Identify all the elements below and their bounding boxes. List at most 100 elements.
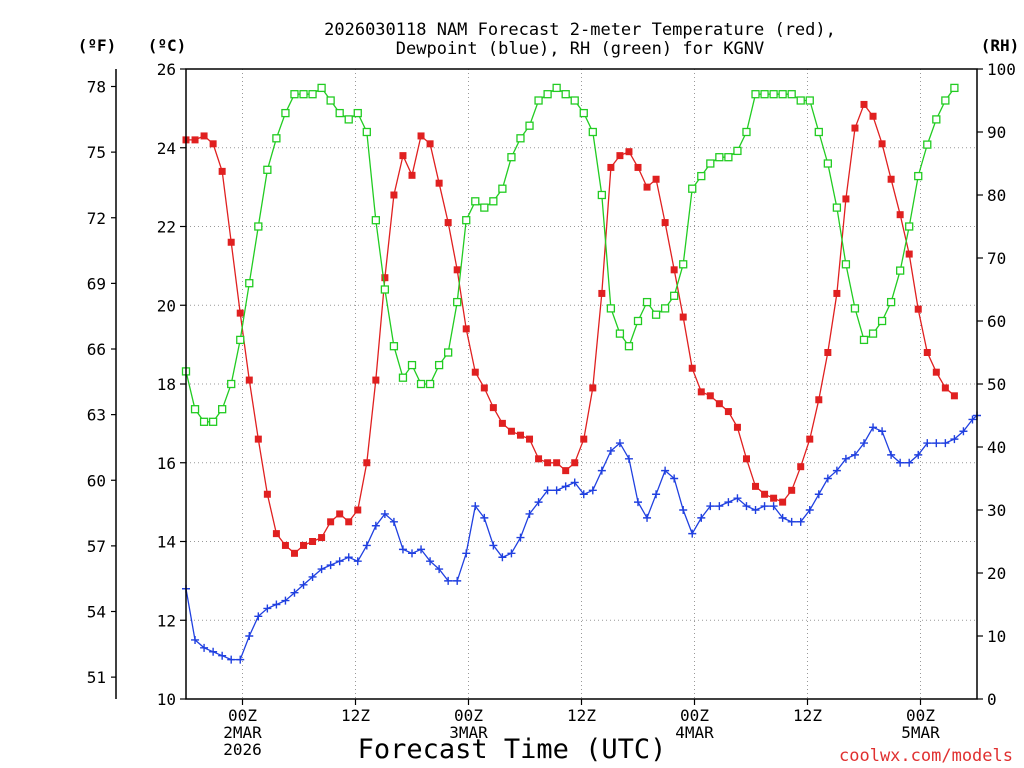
temperature-point <box>417 132 425 140</box>
rh-point <box>579 108 588 118</box>
dewpoint-point <box>769 502 778 511</box>
dewpoint-point <box>435 565 444 574</box>
rh-point <box>796 96 805 105</box>
dewpoint-point <box>317 565 326 574</box>
dewpoint-point <box>959 427 968 436</box>
temperature-point <box>878 140 886 148</box>
x-tick-label: 00Z <box>454 706 483 725</box>
dewpoint-point <box>444 576 453 585</box>
fahrenheit-tick-label: 75 <box>87 143 106 162</box>
credit-link[interactable]: coolwx.com/models <box>839 746 1013 766</box>
temperature-point <box>806 435 814 443</box>
dewpoint-point <box>561 482 570 491</box>
dewpoint-point <box>272 600 281 609</box>
dewpoint-point <box>932 439 941 448</box>
temperature-point <box>742 455 750 463</box>
fahrenheit-tick-label: 57 <box>87 537 106 556</box>
rh-point <box>642 297 652 307</box>
celsius-tick-label: 14 <box>157 533 176 552</box>
dewpoint-point <box>218 651 227 660</box>
dewpoint-point <box>471 502 480 511</box>
rh-point <box>353 108 362 118</box>
temperature-point <box>679 313 687 321</box>
rh-point <box>733 146 742 156</box>
temperature-point <box>227 238 235 246</box>
celsius-tick-label: 26 <box>157 60 176 79</box>
rh-point <box>570 96 579 105</box>
dewpoint-point <box>941 439 950 448</box>
dewpoint-point <box>706 502 715 511</box>
dewpoint-point <box>742 502 751 511</box>
temperature-point <box>779 498 787 506</box>
dewpoint-point <box>534 498 543 507</box>
temperature-point <box>616 152 624 160</box>
temperature-point <box>200 132 208 140</box>
dewpoint-point <box>389 517 398 526</box>
temperature-point <box>399 152 407 160</box>
temperature-point <box>480 384 488 392</box>
dewpoint-point <box>841 454 850 463</box>
temperature-point <box>733 423 741 431</box>
temperature-point <box>381 274 389 282</box>
dewpoint-point <box>679 506 688 514</box>
dewpoint-point <box>516 533 525 542</box>
rh-unit-label: (RH) <box>981 36 1020 55</box>
temperature-point <box>761 490 769 498</box>
temperature-point <box>905 250 913 258</box>
dewpoint-point <box>191 635 200 644</box>
rh-point <box>371 216 380 225</box>
rh-point <box>896 266 905 275</box>
fahrenheit-tick-label: 78 <box>87 78 106 97</box>
dewpoint-point <box>887 450 896 459</box>
temperature-point <box>580 435 588 443</box>
rh-point <box>208 417 218 426</box>
temperature-point <box>254 435 262 443</box>
x-tick-label: 4MAR <box>675 723 714 742</box>
dewpoint-point <box>823 474 832 483</box>
rh-point <box>272 134 281 143</box>
rh-point <box>471 197 480 206</box>
temperature-point <box>670 266 678 274</box>
dewpoint-point <box>796 517 805 526</box>
temperature-point <box>471 368 479 376</box>
temperature-point <box>562 467 570 475</box>
dewpoint-point <box>498 553 507 562</box>
fahrenheit-tick-label: 54 <box>87 603 106 622</box>
rh-point <box>823 159 832 168</box>
rh-point <box>218 405 227 414</box>
dewpoint-point <box>507 549 516 558</box>
dewpoint-point <box>398 545 407 554</box>
temperature-point <box>272 530 280 538</box>
x-tick-label: 00Z <box>228 706 257 725</box>
rh-point <box>850 304 860 313</box>
dewpoint-point <box>552 486 561 495</box>
celsius-tick-label: 16 <box>157 454 176 473</box>
rh-point <box>444 348 453 357</box>
rh-point <box>805 96 814 105</box>
rh-tick-label: 50 <box>987 375 1006 394</box>
dewpoint-point <box>480 513 489 522</box>
rh-point <box>814 127 823 137</box>
rh-tick-label: 60 <box>987 312 1006 331</box>
dewpoint-point <box>914 450 923 459</box>
temperature-point <box>309 538 317 545</box>
rh-point <box>263 165 272 174</box>
rh-tick-label: 0 <box>987 690 997 709</box>
dewpoint-point <box>778 513 787 522</box>
celsius-tick-label: 22 <box>157 218 176 237</box>
rh-point <box>380 285 390 294</box>
rh-point <box>317 83 326 93</box>
dewpoint-point <box>380 509 389 518</box>
celsius-tick-label: 20 <box>157 296 176 315</box>
rh-point <box>905 222 914 231</box>
rh-point <box>236 335 245 345</box>
rh-point <box>588 127 597 137</box>
dewpoint-point <box>733 494 742 503</box>
temperature-point <box>263 490 271 498</box>
rh-point <box>859 335 869 345</box>
temperature-point <box>923 349 931 356</box>
rh-point <box>190 405 200 414</box>
rh-point <box>425 379 435 389</box>
temperature-point <box>914 305 922 313</box>
